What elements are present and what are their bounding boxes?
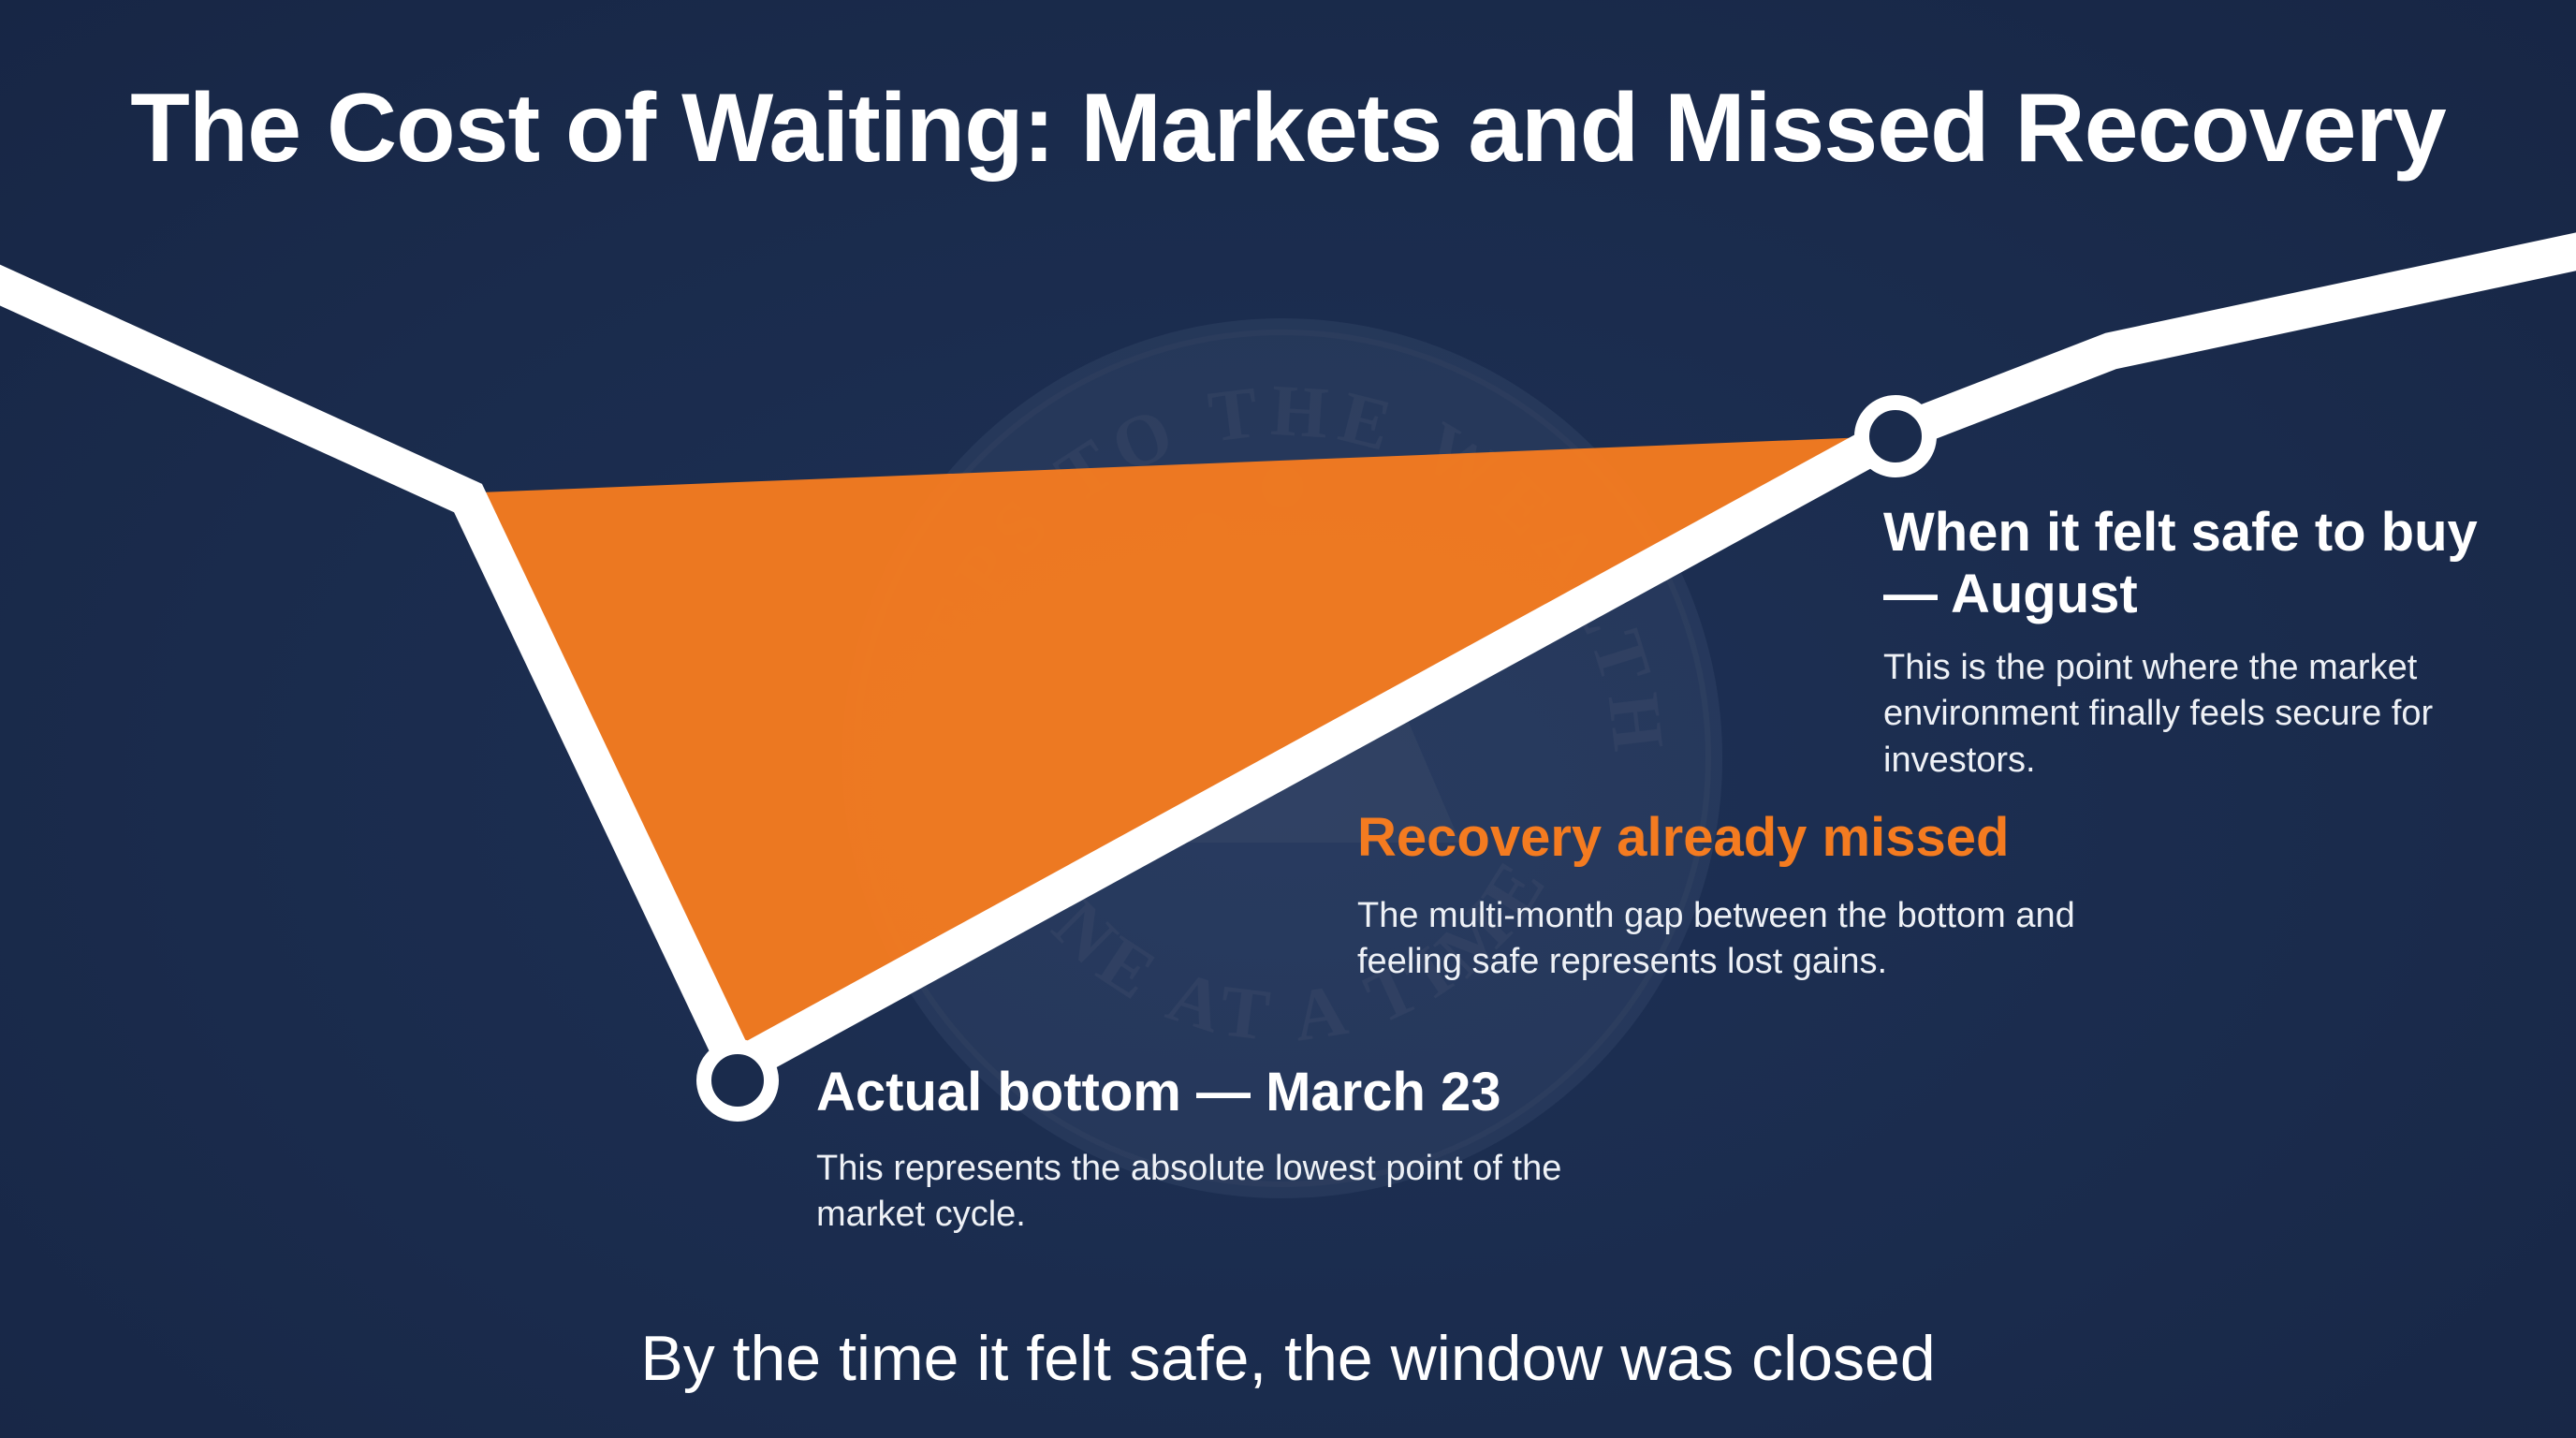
market-price-line xyxy=(0,232,2576,1093)
recovery-missed-description: The multi-month gap between the bottom a… xyxy=(1357,895,2075,981)
actual-bottom-description: This represents the absolute lowest poin… xyxy=(816,1148,1562,1234)
recovery-missed-callout: Recovery already missed The multi-month … xyxy=(1357,807,2144,985)
recovery-missed-heading: Recovery already missed xyxy=(1357,807,2010,868)
safe-to-buy-heading: When it felt safe to buy — August xyxy=(1883,502,2478,624)
safe-to-buy-callout: When it felt safe to buy — August This i… xyxy=(1883,502,2529,784)
safe-marker xyxy=(1854,395,1937,477)
footer-caption: By the time it felt safe, the window was… xyxy=(640,1323,1936,1394)
missed-recovery-area xyxy=(479,436,1891,1062)
bottom-marker xyxy=(696,1039,779,1122)
actual-bottom-callout: Actual bottom — March 23 This represents… xyxy=(816,1062,1659,1238)
actual-bottom-heading: Actual bottom — March 23 xyxy=(816,1062,1501,1123)
safe-to-buy-description: This is the point where the market envir… xyxy=(1883,648,2434,780)
page-title: The Cost of Waiting: Markets and Missed … xyxy=(130,74,2447,183)
